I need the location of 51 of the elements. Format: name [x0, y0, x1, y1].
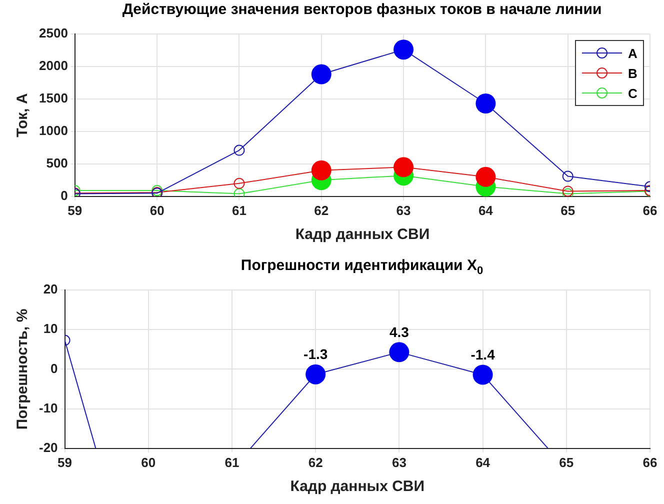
data-label: -1.3: [304, 346, 328, 362]
point: [311, 160, 332, 180]
x-tick-label: 60: [141, 454, 156, 470]
x-tick-label: 62: [314, 202, 329, 218]
legend-label: B: [628, 66, 638, 80]
x-tick-label: 64: [478, 202, 494, 218]
y-tick-label: 0: [50, 360, 58, 376]
point: [389, 342, 410, 362]
y-tick-label: 2000: [39, 58, 68, 74]
y-tick-label: -10: [38, 400, 58, 416]
point: [562, 170, 574, 182]
y-axis-title: Ток, А: [14, 93, 32, 138]
x-tick-label: 65: [560, 202, 576, 218]
y-tick-label: 10: [43, 321, 58, 336]
x-tick-label: 59: [68, 202, 82, 218]
x-tick-label: 63: [396, 202, 411, 218]
point: [472, 364, 493, 385]
point: [476, 94, 496, 114]
x-tick-label: 62: [308, 454, 323, 470]
point: [234, 144, 245, 156]
x-tick-label: 65: [559, 454, 574, 470]
x-axis-title: Кадр данных СВИ: [295, 226, 430, 244]
legend-label: C: [628, 86, 638, 100]
x-tick-label: 61: [232, 202, 246, 218]
x-tick-label: 59: [58, 454, 72, 470]
data-label: -1.4: [470, 346, 496, 363]
chart-title: Погрешности идентификации X$_{0}$: [240, 256, 484, 277]
y-tick-label: 20: [43, 282, 58, 297]
y-tick-label: 500: [46, 156, 68, 170]
y-tick-label: 1000: [39, 123, 68, 138]
y-axis-title: Погрешность, %: [14, 308, 32, 430]
chart-title: Действующие значения векторов фазных токов в начале линии: [121, 0, 603, 20]
x-tick-label: 66: [642, 454, 658, 470]
x-axis-title: Кадр данных СВИ: [290, 478, 425, 496]
point: [234, 178, 245, 189]
y-tick-label: 1500: [39, 90, 68, 106]
point: [394, 40, 414, 60]
point: [311, 64, 332, 84]
x-tick-label: 64: [476, 454, 491, 470]
y-tick-label: 2500: [39, 26, 68, 41]
y-tick-label: 0: [60, 188, 68, 203]
legend-label: A: [628, 46, 638, 60]
y-tick-label: -20: [38, 440, 58, 455]
data-label: 4.3: [389, 324, 410, 340]
x-tick-label: 61: [224, 454, 240, 470]
x-tick-label: 60: [150, 202, 164, 218]
x-tick-label: 66: [642, 202, 658, 218]
point: [394, 157, 414, 178]
point: [306, 364, 326, 384]
x-tick-label: 63: [392, 454, 406, 470]
point: [476, 166, 496, 187]
